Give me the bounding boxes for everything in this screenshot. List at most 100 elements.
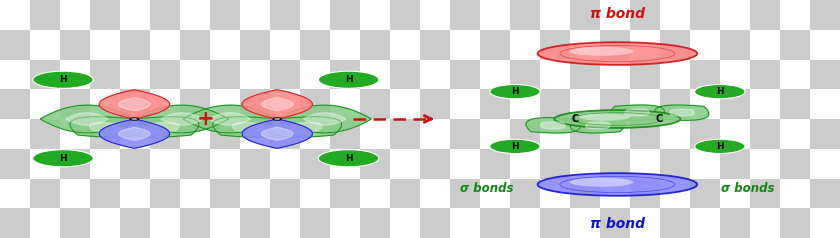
Bar [810,30,840,60]
Bar [450,89,480,119]
Bar [660,149,690,178]
Bar [300,30,330,60]
Polygon shape [183,105,277,133]
Bar [510,149,540,178]
Bar [780,30,810,60]
Bar [90,0,120,30]
Bar [780,119,810,149]
Bar [360,89,390,119]
Bar [540,208,570,238]
Bar [360,0,390,30]
Bar [330,89,360,119]
Polygon shape [526,118,580,133]
Polygon shape [261,127,293,140]
Bar [360,60,390,89]
Polygon shape [270,117,342,137]
Bar [720,0,750,30]
Bar [630,30,660,60]
Bar [240,119,270,149]
Bar [570,208,600,238]
Bar [210,119,240,149]
Bar [450,178,480,208]
Bar [300,208,330,238]
Bar [390,119,420,149]
Bar [720,149,750,178]
Bar [510,178,540,208]
Bar [120,0,150,30]
Bar [660,0,690,30]
Bar [630,208,660,238]
Ellipse shape [538,42,697,65]
Bar [450,208,480,238]
Bar [60,119,90,149]
Bar [480,149,510,178]
Bar [180,30,210,60]
Bar [720,89,750,119]
Bar [450,0,480,30]
Bar [210,0,240,30]
Ellipse shape [554,110,680,128]
Bar [0,119,30,149]
Bar [180,119,210,149]
Text: H: H [344,75,353,84]
Bar [570,149,600,178]
Bar [0,208,30,238]
Bar [330,0,360,30]
Bar [300,0,330,30]
Circle shape [130,118,139,120]
Circle shape [695,139,745,154]
Bar [780,208,810,238]
Polygon shape [160,113,203,125]
Bar [30,149,60,178]
Bar [450,119,480,149]
Bar [60,89,90,119]
Polygon shape [625,109,649,116]
Bar [390,0,420,30]
Bar [780,89,810,119]
Bar [120,208,150,238]
Bar [90,30,120,60]
Text: H: H [511,142,519,151]
Text: H: H [716,87,724,96]
Bar [360,30,390,60]
Bar [600,89,630,119]
Bar [0,89,30,119]
Bar [570,60,600,89]
Bar [540,89,570,119]
Bar [30,60,60,89]
Text: C: C [572,114,579,124]
Bar [150,89,180,119]
Bar [420,0,450,30]
Bar [270,0,300,30]
Bar [810,208,840,238]
Bar [300,60,330,89]
Bar [60,149,90,178]
Bar [150,60,180,89]
Circle shape [490,84,540,99]
Bar [600,208,630,238]
Bar [120,119,150,149]
Polygon shape [242,119,312,148]
Bar [90,60,120,89]
Bar [120,149,150,178]
Bar [120,60,150,89]
Bar [690,89,720,119]
Bar [270,208,300,238]
Polygon shape [277,105,371,133]
Bar [750,178,780,208]
Circle shape [33,71,93,88]
Bar [660,30,690,60]
Bar [750,149,780,178]
Bar [630,178,660,208]
Bar [120,30,150,60]
Bar [180,0,210,30]
Polygon shape [585,122,610,129]
Bar [360,149,390,178]
Text: π bond: π bond [590,217,645,231]
Bar [750,0,780,30]
Bar [60,60,90,89]
Bar [0,60,30,89]
Bar [90,178,120,208]
Bar [150,149,180,178]
Bar [420,60,450,89]
